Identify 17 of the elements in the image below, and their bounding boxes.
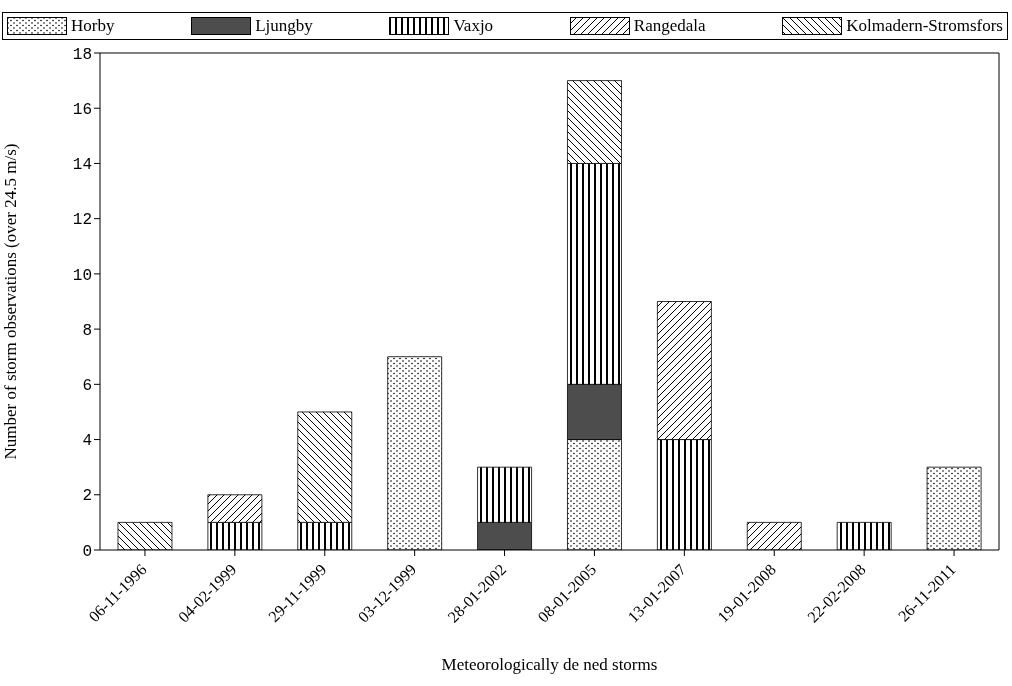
y-tick-label: 16 [72, 100, 92, 119]
y-tick-label: 18 [72, 45, 92, 64]
y-tick-label: 12 [72, 211, 92, 230]
y-tick-label: 0 [82, 542, 92, 561]
y-tick-label: 10 [72, 266, 92, 285]
y-tick-label: 2 [82, 487, 92, 506]
legend-label: Kolmadern-Stromsfors [845, 16, 1003, 36]
legend-label: Ljungby [254, 16, 313, 36]
y-tick-label: 8 [82, 321, 92, 340]
y-tick-label: 6 [82, 377, 92, 396]
y-tick-label: 4 [82, 432, 92, 451]
legend-label: Vaxjo [452, 16, 494, 36]
legend-label: Horby [70, 16, 115, 36]
x-axis-title: Meteorologically de ned storms [441, 655, 658, 674]
y-axis-title: Number of storm observations (over 24.5 m/s) [1, 143, 21, 460]
y-tick-label: 14 [72, 156, 92, 175]
legend-label: Rangedala [632, 16, 706, 36]
